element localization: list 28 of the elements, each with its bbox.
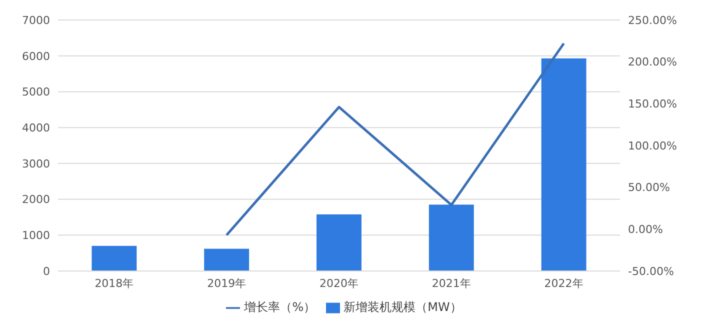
x-tick-label: 2020年 [320, 276, 358, 290]
y2-tick-label: -50.00% [628, 264, 674, 278]
legend-label: 新增装机规模（MW） [344, 300, 462, 314]
y2-tick-label: 100.00% [628, 139, 677, 152]
y-tick-label: 7000 [22, 14, 50, 27]
y-tick-label: 2000 [22, 193, 50, 206]
bar [92, 246, 137, 271]
x-tick-label: 2022年 [544, 276, 584, 290]
y2-tick-label: 150.00% [628, 98, 677, 111]
bar [541, 58, 586, 271]
y-tick-label: 5000 [22, 86, 50, 99]
y-tick-label: 1000 [22, 229, 50, 242]
y2-tick-label: 0.00% [628, 223, 663, 236]
bar [204, 248, 250, 271]
y-tick-label: 6000 [22, 50, 50, 63]
legend-label: 增长率（%） [244, 300, 316, 314]
y-tick-label: 0 [43, 264, 50, 278]
line-series [225, 42, 566, 236]
y2-tick-label: 250.00% [628, 14, 677, 27]
y-tick-label: 3000 [22, 157, 50, 170]
x-tick-label: 2018年 [94, 276, 134, 290]
x-tick-label: 2019年 [207, 276, 246, 290]
y2-tick-label: 200.00% [628, 56, 677, 69]
y2-tick-label: 50.00% [628, 181, 670, 194]
bar [428, 204, 474, 271]
x-tick-label: 2021年 [432, 276, 471, 290]
y-tick-label: 4000 [22, 121, 50, 134]
bar [316, 214, 362, 271]
